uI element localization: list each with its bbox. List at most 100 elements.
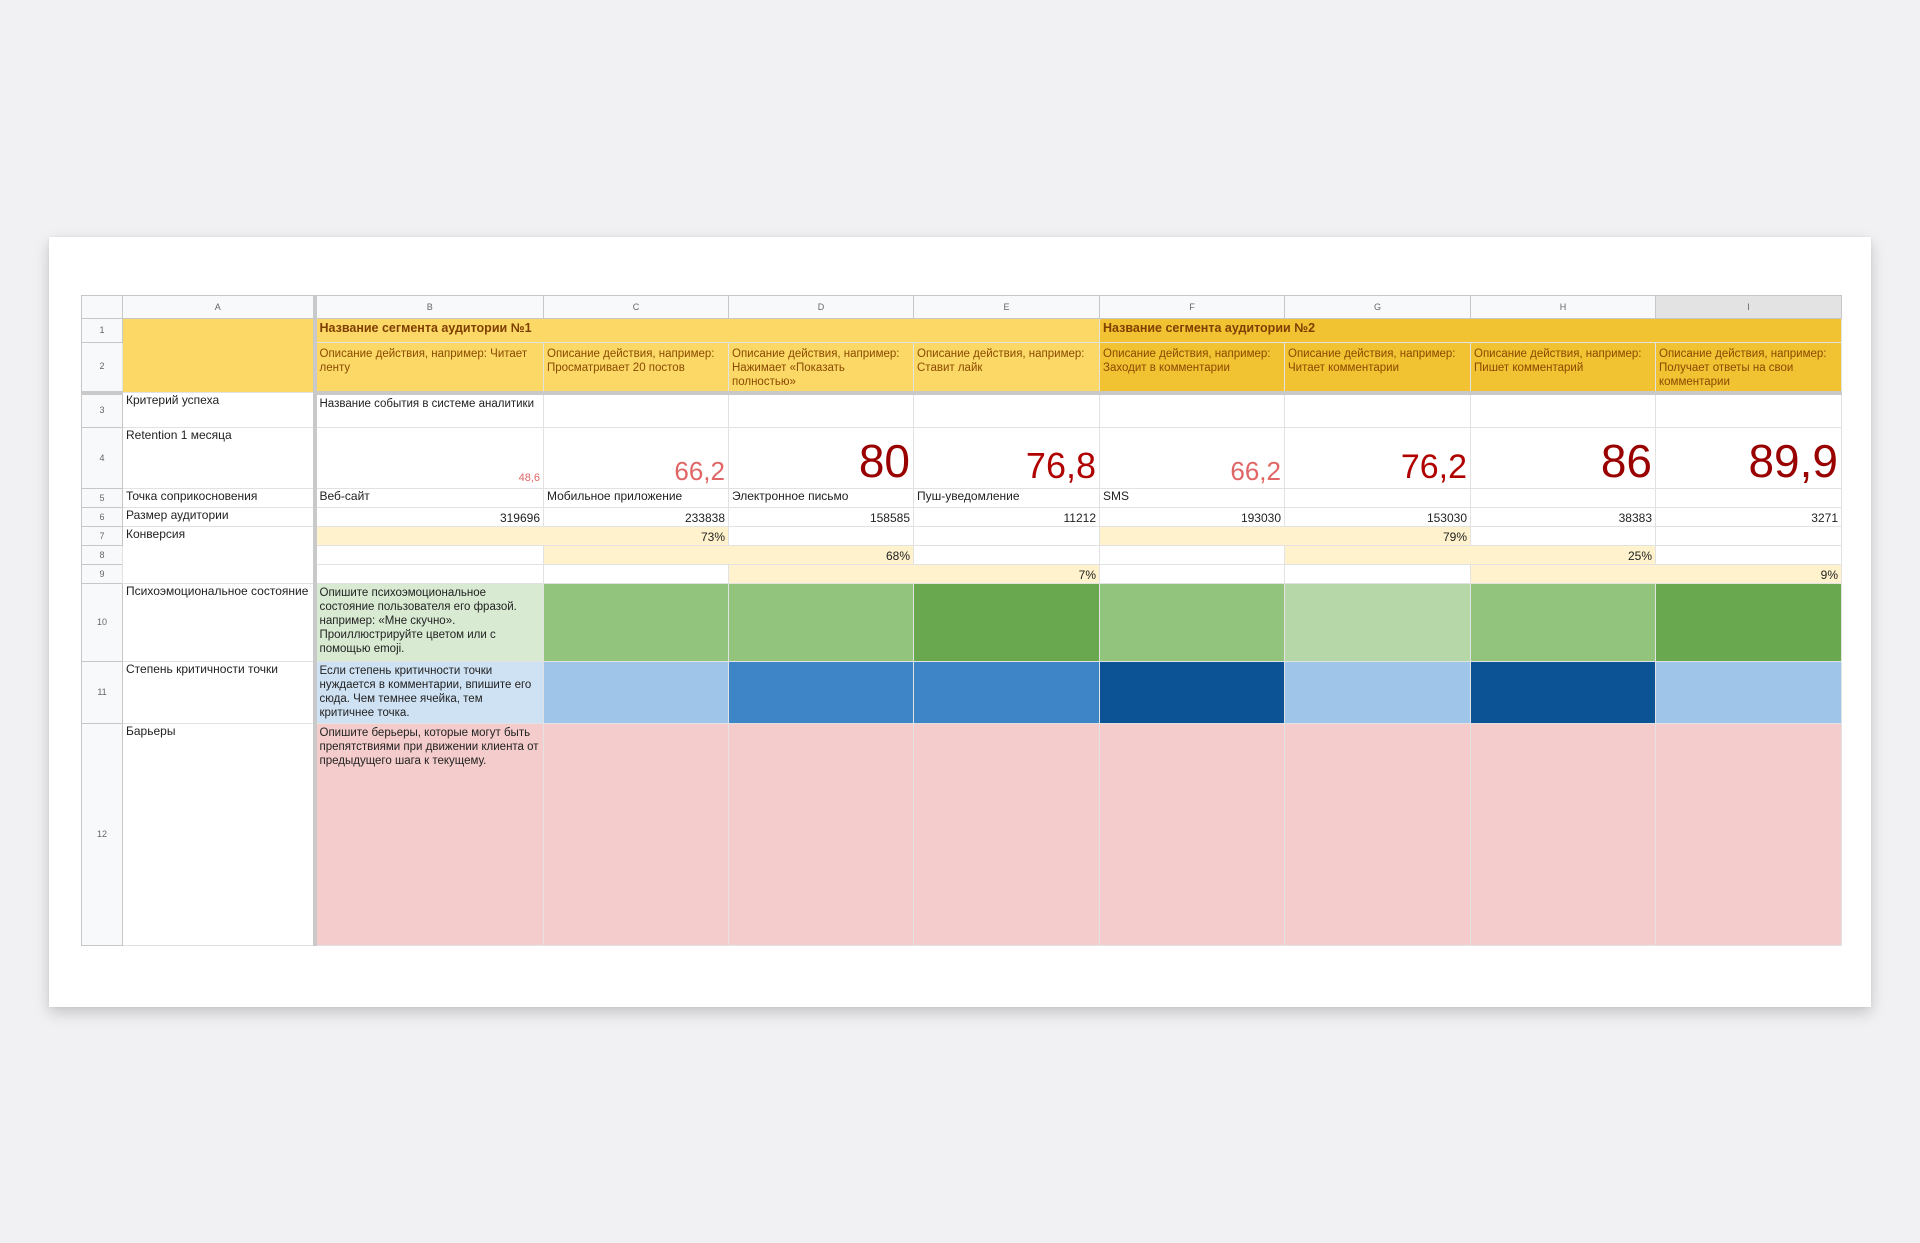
retention-value[interactable]: 66,2 — [543, 427, 729, 489]
conversion-cell[interactable]: 25% — [1284, 545, 1656, 565]
retention-value[interactable]: 76,8 — [913, 427, 1100, 489]
sheet-cell[interactable] — [728, 392, 914, 428]
conversion-cell[interactable]: 79% — [1099, 526, 1471, 546]
conversion-cell[interactable]: 68% — [543, 545, 914, 565]
audience-cell[interactable]: 3271 — [1655, 507, 1842, 527]
touchpoint-cell[interactable] — [1655, 488, 1842, 508]
label-retention[interactable]: Retention 1 месяца — [122, 427, 317, 489]
sheet-cell[interactable] — [913, 526, 1100, 546]
touchpoint-cell[interactable] — [1284, 488, 1471, 508]
retention-value[interactable]: 76,2 — [1284, 427, 1471, 489]
column-header-c[interactable]: C — [543, 295, 729, 319]
segment-2-title[interactable]: Название сегмента аудитории №2 — [1099, 318, 1842, 343]
label-conversion[interactable]: Конверсия — [122, 526, 317, 584]
action-cell[interactable]: Описание действия, например: Пишет комме… — [1470, 342, 1656, 395]
column-header-e[interactable]: E — [913, 295, 1100, 319]
emotion-color-cell[interactable] — [1655, 583, 1842, 662]
action-cell[interactable]: Описание действия, например: Просматрива… — [543, 342, 729, 395]
sheet-cell[interactable] — [314, 545, 544, 565]
row-header-12[interactable]: 12 — [81, 723, 123, 946]
row-header-6[interactable]: 6 — [81, 507, 123, 527]
column-header-i[interactable]: I — [1655, 295, 1842, 319]
row-header-3[interactable]: 3 — [81, 392, 123, 428]
cell-a1[interactable] — [122, 318, 317, 393]
retention-value[interactable]: 80 — [728, 427, 914, 489]
sheet-cell[interactable] — [1284, 392, 1471, 428]
label-audience-size[interactable]: Размер аудитории — [122, 507, 317, 527]
label-criticality[interactable]: Степень критичности точки — [122, 661, 317, 724]
row-header-4[interactable]: 4 — [81, 427, 123, 489]
audience-cell[interactable]: 158585 — [728, 507, 914, 527]
barriers-cell[interactable] — [1470, 723, 1656, 946]
sheet-cell[interactable] — [1099, 564, 1285, 584]
label-success-criterion[interactable]: Критерий успеха — [122, 392, 317, 428]
row-header-2[interactable]: 2 — [81, 342, 123, 395]
sheet-cell[interactable] — [728, 526, 914, 546]
audience-cell[interactable]: 11212 — [913, 507, 1100, 527]
action-cell[interactable]: Описание действия, например: Читает лент… — [314, 342, 544, 395]
sheet-cell[interactable] — [1284, 564, 1471, 584]
row-header-11[interactable]: 11 — [81, 661, 123, 724]
action-cell[interactable]: Описание действия, например: Нажимает «П… — [728, 342, 914, 395]
criticality-color-cell[interactable] — [1470, 661, 1656, 724]
criticality-color-cell[interactable] — [728, 661, 914, 724]
row-header-8[interactable]: 8 — [81, 545, 123, 565]
barriers-cell[interactable] — [728, 723, 914, 946]
sheet-cell[interactable] — [1470, 392, 1656, 428]
action-cell[interactable]: Описание действия, например: Получает от… — [1655, 342, 1842, 395]
touchpoint-cell[interactable]: Веб-сайт — [314, 488, 544, 508]
column-header-d[interactable]: D — [728, 295, 914, 319]
conversion-cell[interactable]: 7% — [728, 564, 1100, 584]
label-barriers[interactable]: Барьеры — [122, 723, 317, 946]
column-header-g[interactable]: G — [1284, 295, 1471, 319]
criticality-color-cell[interactable] — [543, 661, 729, 724]
sheet-cell[interactable] — [913, 545, 1100, 565]
criticality-color-cell[interactable] — [913, 661, 1100, 724]
emotion-color-cell[interactable] — [543, 583, 729, 662]
emotion-color-cell[interactable] — [1099, 583, 1285, 662]
emotion-color-cell[interactable] — [1470, 583, 1656, 662]
retention-value[interactable]: 48,6 — [314, 427, 544, 489]
criticality-hint-cell[interactable]: Если степень критичности точки нуждается… — [314, 661, 544, 724]
barriers-hint-cell[interactable]: Опишите берьеры, которые могут быть преп… — [314, 723, 544, 946]
criticality-color-cell[interactable] — [1284, 661, 1471, 724]
conversion-cell[interactable]: 73% — [314, 526, 729, 546]
sheet-cell[interactable] — [1655, 392, 1842, 428]
column-header-h[interactable]: H — [1470, 295, 1656, 319]
sheet-cell[interactable] — [1099, 392, 1285, 428]
retention-value[interactable]: 86 — [1470, 427, 1656, 489]
column-header-b[interactable]: B — [314, 295, 544, 319]
segment-1-title[interactable]: Название сегмента аудитории №1 — [314, 318, 1100, 343]
sheet-cell[interactable] — [913, 392, 1100, 428]
sheet-cell[interactable] — [314, 564, 544, 584]
sheet-cell[interactable] — [543, 564, 729, 584]
audience-cell[interactable]: 233838 — [543, 507, 729, 527]
emotion-color-cell[interactable] — [728, 583, 914, 662]
touchpoint-cell[interactable]: Мобильное приложение — [543, 488, 729, 508]
sheet-cell[interactable] — [1099, 545, 1285, 565]
audience-cell[interactable]: 193030 — [1099, 507, 1285, 527]
action-cell[interactable]: Описание действия, например: Читает комм… — [1284, 342, 1471, 395]
touchpoint-cell[interactable]: Пуш-уведомление — [913, 488, 1100, 508]
row-header-7[interactable]: 7 — [81, 526, 123, 546]
action-cell[interactable]: Описание действия, например: Заходит в к… — [1099, 342, 1285, 395]
sheet-cell[interactable] — [1655, 526, 1842, 546]
barriers-cell[interactable] — [543, 723, 729, 946]
column-header-f[interactable]: F — [1099, 295, 1285, 319]
audience-cell[interactable]: 153030 — [1284, 507, 1471, 527]
column-header-a[interactable]: A — [122, 295, 317, 319]
conversion-cell[interactable]: 9% — [1470, 564, 1842, 584]
label-touchpoint[interactable]: Точка соприкосновения — [122, 488, 317, 508]
retention-value[interactable]: 89,9 — [1655, 427, 1842, 489]
emotion-hint-cell[interactable]: Опишите психоэмоциональное состояние пол… — [314, 583, 544, 662]
touchpoint-cell[interactable]: SMS — [1099, 488, 1285, 508]
row-header-10[interactable]: 10 — [81, 583, 123, 662]
audience-cell[interactable]: 319696 — [314, 507, 544, 527]
criticality-color-cell[interactable] — [1099, 661, 1285, 724]
audience-cell[interactable]: 38383 — [1470, 507, 1656, 527]
barriers-cell[interactable] — [913, 723, 1100, 946]
action-cell[interactable]: Описание действия, например: Ставит лайк — [913, 342, 1100, 395]
sheet-cell[interactable] — [1655, 545, 1842, 565]
barriers-cell[interactable] — [1284, 723, 1471, 946]
sheet-cell[interactable] — [1470, 526, 1656, 546]
